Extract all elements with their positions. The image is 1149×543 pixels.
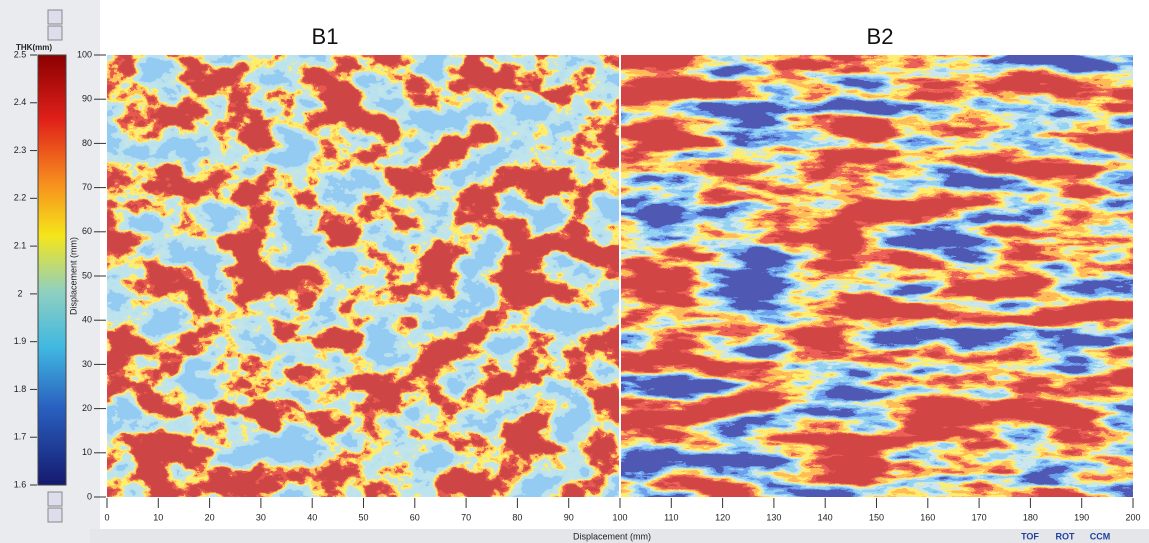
y-tick-label: 90 [82, 94, 92, 104]
scroll-up[interactable] [47, 9, 63, 25]
scroll-down[interactable] [47, 25, 63, 41]
colorbar-tick-label: 2 [17, 288, 22, 298]
x-tick-label: 40 [307, 512, 317, 522]
y-tick-label: 70 [82, 182, 92, 192]
colorbar-tick-label: 1.7 [14, 432, 27, 442]
x-tick-label: 150 [869, 512, 884, 522]
x-tick-label: 90 [564, 512, 574, 522]
x-tick-label: 130 [766, 512, 781, 522]
x-tick-label: 110 [664, 512, 678, 522]
colorbar-tick-label: 2.5 [14, 49, 27, 59]
colorbar-title: THK(mm) [16, 43, 52, 52]
y-tick-label: 30 [82, 359, 92, 369]
y-tick-label: 20 [82, 403, 92, 413]
x-tick-label: 30 [256, 512, 266, 522]
colorbar-tick-label: 2.2 [14, 193, 27, 203]
colorbar-tick-label: 2.1 [14, 240, 27, 250]
x-tick-label: 10 [153, 512, 163, 522]
y-tick-label: 100 [77, 49, 92, 59]
y-tick-label: 80 [82, 138, 92, 148]
y-tick-label: 0 [87, 491, 92, 501]
panel-title: B1 [312, 24, 339, 49]
colorbar-tick-label: 1.9 [14, 336, 27, 346]
x-tick-label: 170 [972, 512, 987, 522]
x-tick-label: 0 [104, 512, 109, 522]
tab[interactable]: ROT [1056, 531, 1076, 541]
y-tick-label: 60 [82, 226, 92, 236]
panel-title: B2 [867, 24, 894, 49]
colorbar-tick-label: 2.3 [14, 145, 27, 155]
scroll-down[interactable] [47, 507, 63, 523]
tab[interactable]: CCM [1090, 531, 1111, 541]
x-tick-label: 190 [1074, 512, 1089, 522]
x-tick-label: 60 [410, 512, 420, 522]
colorbar-tick-label: 1.6 [14, 479, 27, 489]
y-tick-label: 10 [82, 447, 92, 457]
x-tick-label: 140 [818, 512, 833, 522]
x-tick-label: 180 [1023, 512, 1038, 522]
x-tick-label: 70 [461, 512, 471, 522]
colorbar-tick-label: 2.4 [14, 97, 27, 107]
x-tick-label: 160 [920, 512, 935, 522]
x-tick-label: 50 [358, 512, 368, 522]
y-tick-label: 40 [82, 315, 92, 325]
status-bar [90, 529, 1149, 543]
scan-image-b2 [620, 55, 1133, 497]
tab[interactable]: TOF [1021, 531, 1039, 541]
x-tick-label: 200 [1125, 512, 1140, 522]
x-tick-label: 120 [715, 512, 730, 522]
x-axis-label: Displacement (mm) [573, 531, 651, 541]
y-tick-label: 50 [82, 270, 92, 280]
scroll-up[interactable] [47, 491, 63, 507]
x-tick-label: 100 [612, 512, 627, 522]
colorbar-tick-label: 1.8 [14, 384, 27, 394]
x-tick-label: 80 [512, 512, 522, 522]
x-tick-label: 20 [205, 512, 215, 522]
colorbar [37, 54, 67, 486]
scan-image-b1 [107, 55, 620, 497]
y-axis-label: Displacement (mm) [68, 237, 78, 315]
